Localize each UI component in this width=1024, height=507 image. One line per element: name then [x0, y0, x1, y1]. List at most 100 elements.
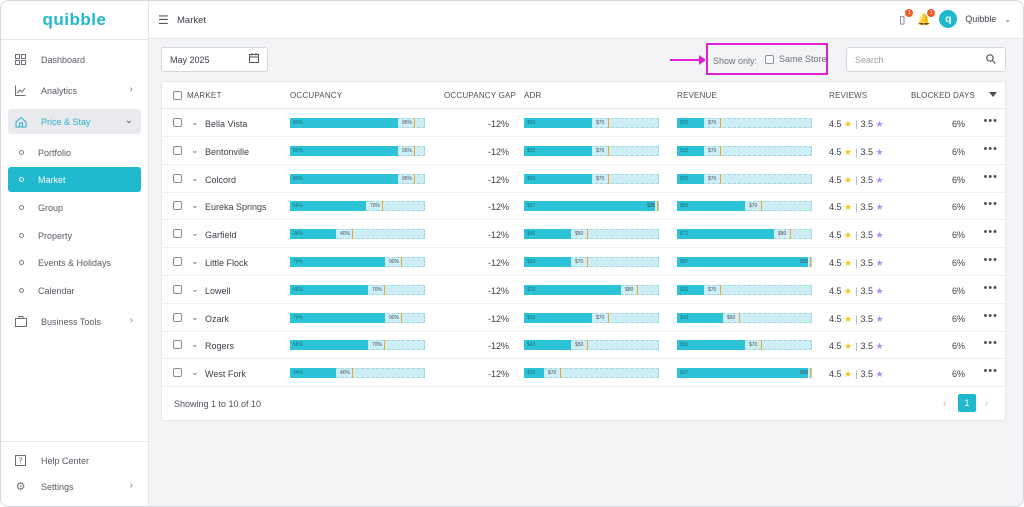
table-row[interactable]: ⌄ Garfield 34% 40% -12% $45 $50 $72 $80 4.5 ★ | 3.5… [162, 220, 1007, 249]
row-checkbox[interactable] [173, 118, 182, 127]
bullet-icon [19, 150, 24, 155]
prev-page-icon[interactable]: ‹ [943, 398, 947, 409]
header-revenue[interactable]: REVENUE [677, 91, 718, 100]
sidebar-item-analytics[interactable]: Analytics › [8, 78, 141, 103]
row-checkbox[interactable] [173, 257, 182, 266]
expand-chevron-icon[interactable]: ⌄ [191, 117, 199, 127]
market-name[interactable]: Bella Vista [205, 119, 248, 129]
menu-collapse-icon[interactable]: ☰ [158, 13, 169, 27]
table-row[interactable]: ⌄ Lowell 56% 70% -12% $70 $80 $20 $70 4.5 ★ | 3.5 ★… [162, 276, 1007, 304]
row-checkbox[interactable] [173, 284, 182, 294]
more-options-icon[interactable]: ••• [983, 365, 998, 378]
market-name[interactable]: Garfield [205, 230, 237, 241]
month-picker[interactable]: May 2025 [161, 47, 268, 72]
table-row[interactable]: ⌄ Colcord 80% 95% -12% $50 $70 $20 $70 4.5 ★ | 3.5 … [162, 165, 1007, 193]
header-occupancy[interactable]: OCCUPANCY [290, 91, 343, 100]
row-checkbox[interactable] [173, 368, 182, 378]
row-checkbox[interactable] [173, 312, 182, 322]
adr-bar: $20 $70 [524, 257, 659, 267]
market-name[interactable]: West Fork [205, 369, 246, 380]
sidebar-item-price-stay[interactable]: Price & Stay ⌄ [8, 109, 141, 134]
adr-bar-target-label: $70 [575, 259, 584, 265]
market-name[interactable]: Eureka Springs [205, 202, 267, 213]
sidebar-subitem-group[interactable]: Group [8, 195, 141, 220]
market-name[interactable]: Ozark [205, 313, 230, 324]
header-market[interactable]: MARKET [187, 91, 222, 100]
same-store-toggle[interactable]: Same Store [765, 54, 827, 64]
adr-bar-target-marker [587, 340, 588, 351]
table-row[interactable]: ⌄ Rogers 56% 70% -12% $43 $50 $50 $70 4.5 ★ | 3.5 ★… [162, 331, 1007, 360]
sidebar-subitem-events-holidays[interactable]: Events & Holidays [8, 250, 141, 275]
row-checkbox[interactable] [173, 201, 182, 211]
rating-divider: | [855, 341, 858, 352]
more-options-icon[interactable]: ••• [983, 226, 998, 239]
page-button-current[interactable]: 1 [958, 394, 976, 412]
bell-icon[interactable]: 🔔 1 [917, 9, 936, 27]
more-options-icon[interactable]: ••• [983, 254, 998, 266]
quibble-logo[interactable]: quibble [42, 10, 107, 29]
header-occupancy-gap[interactable]: OCCUPANCY GAP [444, 91, 517, 100]
more-options-icon[interactable]: ••• [983, 170, 998, 183]
header-reviews[interactable]: REVIEWS [829, 91, 868, 100]
market-name[interactable]: Bentonville [205, 146, 250, 157]
table-row[interactable]: ⌄ Ozark 79% 90% -12% $50 $70 $43 $50 4.5 ★ | 3.5 ★ 6… [162, 304, 1007, 332]
same-store-checkbox[interactable] [765, 54, 774, 64]
row-checkbox[interactable] [173, 173, 182, 183]
star-icon: ★ [841, 369, 853, 380]
search-input[interactable] [855, 54, 985, 65]
table-row[interactable]: ⌄ Eureka Springs 56% 70% -12% $97 $95 $50 $70 4.5… [162, 192, 1007, 221]
sidebar-item-help-center[interactable]: ? Help Center [8, 448, 141, 473]
sidebar-subitem-property[interactable]: Property [8, 223, 141, 248]
table-row[interactable]: ⌄ Bentonville 80% 95% -12% $50 $70 $20 $70 4.5 ★ |… [162, 137, 1007, 165]
dashboard-icon [14, 53, 27, 66]
more-options-icon[interactable]: ••• [983, 337, 998, 350]
row-checkbox[interactable] [173, 229, 182, 239]
occupancy-bar-target-marker [414, 145, 415, 156]
rating-secondary: 3.5 [860, 258, 873, 268]
sidebar-subitem-market[interactable]: Market [8, 167, 141, 192]
occupancy-bar-target-label: 95% [402, 147, 413, 154]
search-field[interactable] [846, 47, 1006, 72]
select-all-checkbox[interactable] [173, 91, 182, 100]
more-options-icon[interactable]: ••• [983, 115, 998, 127]
sidebar-item-dashboard[interactable]: Dashboard [8, 47, 141, 72]
expand-chevron-icon[interactable]: ⌄ [191, 144, 199, 155]
header-blocked-days[interactable]: BLOCKED DAYS [911, 91, 976, 100]
avatar[interactable]: q [939, 10, 958, 28]
sidebar-item-settings[interactable]: ⚙ Settings › [8, 474, 141, 499]
account-name[interactable]: Quibble [965, 14, 997, 24]
revenue-bar-target-marker [720, 173, 721, 184]
more-options-icon[interactable]: ••• [983, 198, 998, 211]
expand-chevron-icon[interactable]: ⌄ [191, 367, 199, 378]
expand-chevron-icon[interactable]: ⌄ [191, 283, 199, 294]
sidebar-subitem-label: Group [38, 202, 64, 213]
expand-chevron-icon[interactable]: ⌄ [191, 228, 199, 239]
table-row[interactable]: ⌄ Bella Vista 80% 95% -12% $50 $70 $20 $70 4.5 ★ |… [162, 109, 1007, 137]
sidebar-subitem-portfolio[interactable]: Portfolio [8, 140, 141, 165]
expand-chevron-icon[interactable]: ⌄ [191, 339, 199, 350]
next-page-icon[interactable]: › [985, 398, 989, 409]
market-name[interactable]: Lowell [205, 285, 231, 296]
more-options-icon[interactable]: ••• [983, 142, 998, 155]
revenue-bar-target-marker [761, 340, 762, 351]
chevron-down-icon[interactable]: ⌄ [1004, 14, 1011, 24]
market-name[interactable]: Rogers [205, 341, 235, 352]
table-row[interactable]: ⌄ West Fork 34% 40% -12% $20 $70 $97 $95 4.5 ★ | 3.… [162, 359, 1007, 388]
row-checkbox[interactable] [173, 340, 182, 350]
expand-chevron-icon[interactable]: ⌄ [191, 172, 199, 183]
more-options-icon[interactable]: ••• [983, 281, 998, 294]
search-icon[interactable] [986, 54, 996, 67]
header-adr[interactable]: ADR [524, 91, 542, 100]
notes-icon[interactable]: ▯ 1 [895, 9, 914, 27]
table-row[interactable]: ⌄ Little Flock 79% 90% -12% $20 $70 $97 $95 4.5 ★… [162, 248, 1007, 276]
sidebar-item-business-tools[interactable]: Business Tools › [8, 309, 141, 334]
expand-chevron-icon[interactable]: ⌄ [191, 256, 199, 266]
expand-chevron-icon[interactable]: ⌄ [191, 200, 199, 211]
market-name[interactable]: Colcord [205, 174, 237, 185]
more-options-icon[interactable]: ••• [983, 309, 998, 322]
column-menu-caret-icon[interactable] [989, 92, 997, 97]
row-checkbox[interactable] [173, 145, 182, 155]
sidebar-subitem-calendar[interactable]: Calendar [8, 278, 141, 303]
expand-chevron-icon[interactable]: ⌄ [191, 311, 199, 322]
market-name[interactable]: Little Flock [205, 258, 249, 268]
